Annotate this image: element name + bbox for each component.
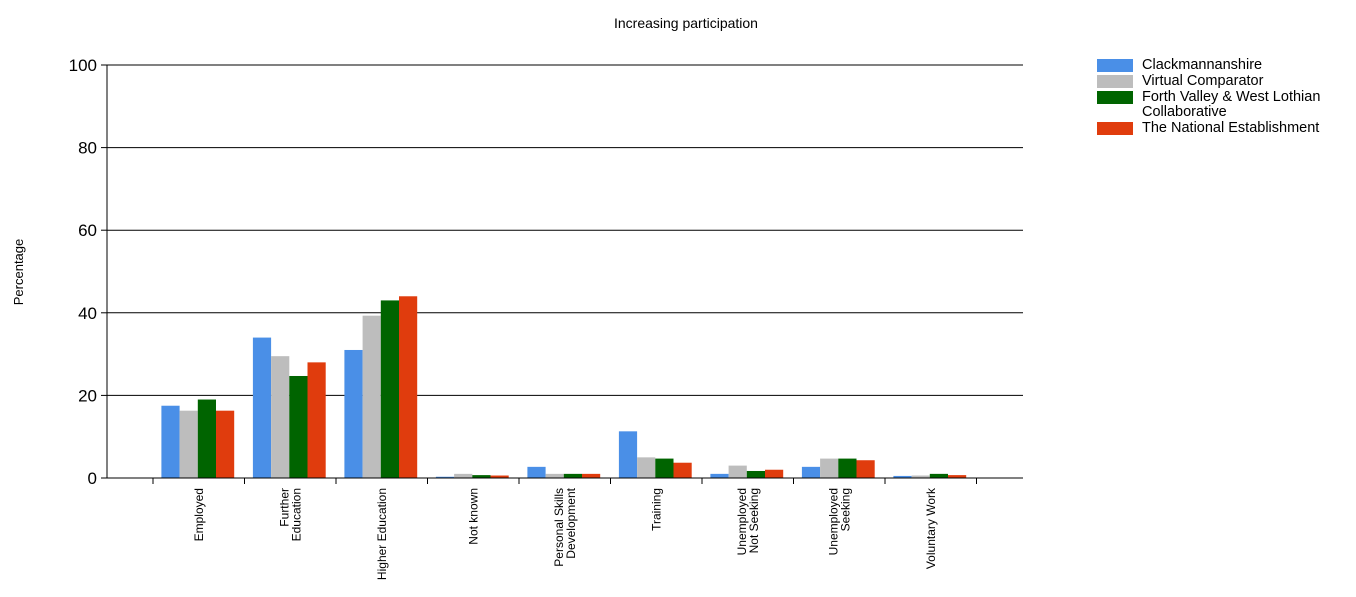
bar <box>820 458 839 478</box>
bar <box>161 405 180 478</box>
x-tick-label: Employed <box>192 488 206 541</box>
bar <box>765 469 784 478</box>
x-tick-label: Education <box>289 488 303 541</box>
y-tick-label: 20 <box>78 386 97 405</box>
legend-item-clackmannanshire: Clackmannanshire <box>1097 57 1352 73</box>
bar <box>252 337 272 478</box>
bar <box>490 475 509 478</box>
x-tick-label: Unemployed <box>735 488 749 555</box>
x-tick-label: Higher Education <box>375 488 389 580</box>
legend-item-virtual-comparator: Virtual Comparator <box>1097 73 1352 89</box>
chart-title: Increasing participation <box>614 15 758 31</box>
legend-label: Virtual Comparator <box>1142 73 1264 89</box>
bar <box>929 473 948 478</box>
bar <box>545 473 564 478</box>
bar <box>454 473 473 478</box>
x-tick-label: Personal Skills <box>552 488 566 567</box>
bars <box>161 296 967 478</box>
bar <box>362 315 381 478</box>
bar <box>563 473 582 478</box>
legend: Clackmannanshire Virtual Comparator Fort… <box>1097 57 1352 136</box>
bar <box>710 473 729 478</box>
legend-swatch <box>1097 75 1133 88</box>
axes <box>106 65 1023 484</box>
bar <box>728 465 747 478</box>
bar <box>307 362 326 478</box>
bar <box>801 466 821 478</box>
bar <box>344 349 363 478</box>
legend-swatch <box>1097 59 1133 72</box>
x-tick-label: Not known <box>466 488 480 545</box>
legend-swatch <box>1097 91 1133 104</box>
bar <box>618 431 638 478</box>
x-tick-label: Voluntary Work <box>924 487 938 569</box>
y-tick-label: 80 <box>78 139 97 158</box>
bar <box>289 375 308 478</box>
bar <box>948 475 967 478</box>
bar <box>380 300 399 478</box>
bar <box>856 460 875 478</box>
x-tick-label: Seeking <box>838 488 852 531</box>
x-tick-label: Training <box>649 488 663 531</box>
bar <box>435 476 455 478</box>
legend-item-national-establishment: The National Establishment <box>1097 120 1352 136</box>
bar <box>838 458 857 478</box>
bar <box>746 470 765 478</box>
legend-item-forth-valley: Forth Valley & West Lothian Collaborativ… <box>1097 89 1352 120</box>
bar <box>472 475 491 478</box>
bar <box>893 475 912 478</box>
bar <box>179 410 198 478</box>
x-tick-label: Further <box>277 488 291 527</box>
bar <box>655 458 674 478</box>
y-axis-label: Percentage <box>11 239 26 306</box>
y-tick-label: 60 <box>78 221 97 240</box>
y-tick-labels: 0 20 40 60 80 100 <box>69 56 107 488</box>
legend-swatch <box>1097 122 1133 135</box>
x-tick-label: Development <box>564 487 578 558</box>
bar <box>197 399 216 478</box>
legend-label: Forth Valley & West Lothian Collaborativ… <box>1142 89 1321 120</box>
legend-label: The National Establishment <box>1142 120 1320 136</box>
bar <box>673 462 692 478</box>
gridlines <box>107 64 1023 479</box>
y-tick-label: 40 <box>78 304 97 323</box>
x-tick-label: Not Seeking <box>747 488 761 553</box>
bar <box>271 356 290 478</box>
y-tick-label: 100 <box>69 56 97 75</box>
legend-label: Clackmannanshire <box>1142 57 1263 73</box>
bar <box>582 473 601 478</box>
bar <box>637 457 656 478</box>
x-tick-label: Unemployed <box>826 488 840 555</box>
bar <box>399 296 418 478</box>
bar <box>216 410 235 478</box>
bar <box>527 466 546 478</box>
bar <box>911 475 930 478</box>
y-tick-label: 0 <box>88 469 97 488</box>
